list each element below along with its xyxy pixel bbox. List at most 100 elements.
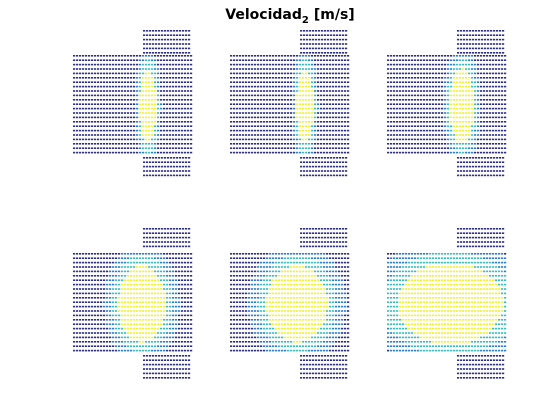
scatter-point — [73, 121, 76, 123]
scatter-point — [94, 85, 97, 88]
scatter-point — [236, 301, 239, 303]
scatter-point — [163, 323, 166, 325]
scatter-point — [94, 147, 97, 149]
scatter-point — [136, 270, 139, 273]
scatter-point — [236, 253, 239, 255]
scatter-point — [474, 99, 477, 101]
scatter-point — [94, 257, 97, 259]
scatter-point — [468, 81, 471, 83]
scatter-point — [124, 345, 127, 347]
scatter-point — [160, 134, 163, 136]
scatter-point — [278, 129, 281, 132]
scatter-point — [393, 68, 396, 70]
scatter-point — [420, 147, 423, 149]
scatter-point — [242, 134, 245, 136]
scatter-point — [318, 241, 321, 243]
scatter-point — [335, 301, 338, 303]
scatter-point — [441, 103, 444, 105]
scatter-point — [176, 368, 179, 370]
scatter-point — [136, 107, 139, 110]
scatter-point — [332, 94, 335, 97]
scatter-point — [472, 174, 475, 177]
scatter-point — [112, 319, 115, 321]
scatter-point — [341, 151, 344, 154]
scatter-point — [91, 345, 94, 347]
scatter-point — [169, 292, 172, 295]
scatter-point — [158, 170, 161, 172]
scatter-point — [402, 63, 405, 66]
scatter-point — [251, 292, 254, 295]
scatter-point — [91, 323, 94, 325]
scatter-point — [236, 85, 239, 88]
scatter-point — [296, 288, 299, 290]
scatter-point — [320, 72, 323, 75]
scatter-point — [504, 94, 507, 97]
scatter-point — [142, 85, 145, 88]
scatter-point — [106, 341, 109, 343]
scatter-point — [187, 319, 190, 321]
scatter-point — [453, 125, 456, 127]
scatter-point — [344, 55, 347, 57]
scatter-point — [450, 81, 453, 83]
scatter-point — [269, 90, 272, 92]
scatter-point — [166, 107, 169, 110]
scatter-point — [308, 257, 311, 259]
scatter-point — [154, 332, 157, 334]
scatter-point — [489, 68, 492, 70]
scatter-point — [417, 125, 420, 127]
scatter-point — [438, 85, 441, 88]
scatter-point — [118, 129, 121, 132]
scatter-point — [73, 129, 76, 132]
scatter-point — [79, 332, 82, 334]
scatter-point — [411, 55, 414, 57]
scatter-point — [142, 94, 145, 97]
scatter-point — [112, 341, 115, 343]
scatter-point — [293, 266, 296, 268]
scatter-point — [94, 297, 97, 299]
scatter-point — [190, 279, 193, 281]
scatter-point — [492, 138, 495, 141]
scatter-point — [327, 34, 330, 36]
scatter-point — [118, 59, 121, 61]
scatter-point — [143, 30, 146, 32]
scatter-point — [142, 257, 145, 259]
scatter-point — [344, 270, 347, 273]
scatter-point — [145, 292, 148, 295]
scatter-point — [142, 90, 145, 92]
scatter-point — [94, 90, 97, 92]
scatter-point — [145, 94, 148, 97]
scatter-point — [154, 103, 157, 105]
scatter-point — [387, 99, 390, 101]
scatter-point — [239, 279, 242, 281]
scatter-point — [300, 228, 303, 230]
scatter-point — [181, 261, 184, 264]
scatter-point — [487, 34, 490, 36]
scatter-point — [127, 345, 130, 347]
scatter-point — [103, 151, 106, 154]
scatter-point — [462, 125, 465, 127]
scatter-point — [248, 59, 251, 61]
scatter-point — [296, 297, 299, 299]
scatter-point — [112, 345, 115, 347]
scatter-point — [317, 266, 320, 268]
scatter-point — [272, 257, 275, 259]
scatter-point — [94, 125, 97, 127]
scatter-point — [172, 129, 175, 132]
scatter-point — [233, 107, 236, 110]
scatter-point — [459, 129, 462, 132]
scatter-point — [312, 30, 315, 32]
scatter-point — [299, 59, 302, 61]
scatter-point — [303, 38, 306, 41]
scatter-point — [453, 68, 456, 70]
scatter-point — [184, 55, 187, 57]
scatter-point — [233, 134, 236, 136]
scatter-point — [293, 103, 296, 105]
scatter-point — [338, 125, 341, 127]
scatter-point — [151, 323, 154, 325]
scatter-point — [495, 125, 498, 127]
scatter-point — [496, 161, 499, 163]
scatter-point — [109, 116, 112, 119]
scatter-point — [173, 377, 176, 379]
scatter-point — [85, 77, 88, 79]
scatter-point — [335, 283, 338, 286]
